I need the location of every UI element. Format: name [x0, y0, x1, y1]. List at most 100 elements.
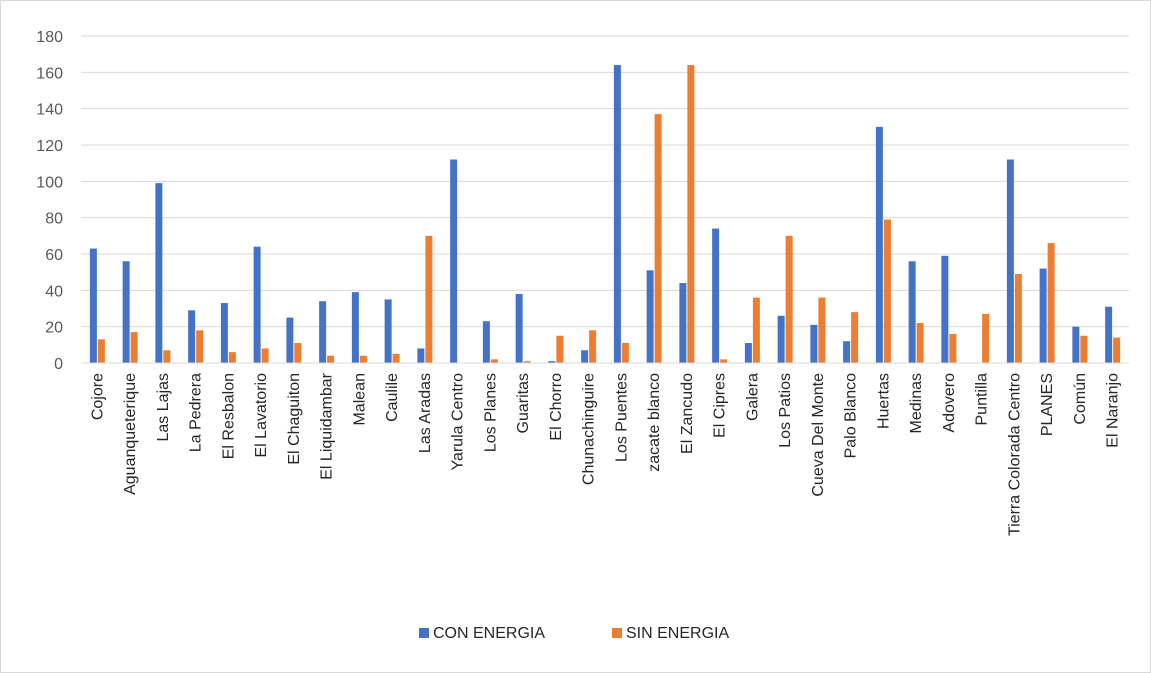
bar: [884, 219, 891, 363]
bar: [589, 330, 596, 363]
bar: [131, 332, 138, 363]
bar: [483, 321, 490, 363]
bar: [425, 236, 432, 363]
bar: [876, 127, 883, 363]
bar: [491, 359, 498, 363]
x-tick-label: Aguanqueterique: [122, 373, 139, 495]
x-tick-label: Los Puentes: [613, 373, 630, 462]
bar: [327, 356, 334, 363]
y-tick-label: 20: [45, 320, 63, 337]
legend-label: SIN ENERGIA: [626, 625, 729, 642]
x-tick-label: El Zancudo: [679, 373, 696, 454]
x-tick-label: Malean: [351, 373, 368, 425]
bar: [1015, 274, 1022, 363]
bar: [753, 298, 760, 363]
legend-item: SIN ENERGIA: [612, 625, 729, 642]
bar: [851, 312, 858, 363]
bar: [254, 247, 261, 363]
bar: [1072, 327, 1079, 363]
bar: [417, 348, 424, 363]
bar: [229, 352, 236, 363]
bar: [286, 318, 293, 363]
bar: [221, 303, 228, 363]
bar: [1048, 243, 1055, 363]
bar: [679, 283, 686, 363]
bar: [818, 298, 825, 363]
bar: [949, 334, 956, 363]
x-tick-label: Las Aradas: [417, 373, 434, 453]
bar: [360, 356, 367, 363]
y-tick-label: 80: [45, 211, 63, 228]
x-tick-label: Caulile: [384, 373, 401, 422]
y-tick-label: 100: [36, 174, 63, 191]
x-tick-label: Medinas: [908, 373, 925, 433]
legend-label: CON ENERGIA: [433, 625, 545, 642]
bar: [385, 299, 392, 363]
x-tick-label: La Pedrera: [188, 373, 205, 452]
gridlines: [81, 36, 1129, 363]
y-tick-label: 120: [36, 138, 63, 155]
bar: [614, 65, 621, 363]
legend-item: CON ENERGIA: [419, 625, 545, 642]
x-tick-label: Los Planes: [482, 373, 499, 452]
legend-swatch: [419, 628, 429, 638]
bar: [98, 339, 105, 363]
bar: [687, 65, 694, 363]
bar: [581, 350, 588, 363]
y-tick-label: 60: [45, 247, 63, 264]
x-tick-label: PLANES: [1039, 373, 1056, 436]
bar: [720, 359, 727, 363]
x-tick-label: Cueva Del Monte: [810, 373, 827, 497]
bar: [982, 314, 989, 363]
x-tick-label: El Naranjo: [1105, 373, 1122, 448]
bar: [352, 292, 359, 363]
y-axis-ticks: 0 20 40 60 80 100 120 140 160 180: [36, 29, 63, 373]
bar: [843, 341, 850, 363]
bar: [1080, 336, 1087, 363]
bar: [294, 343, 301, 363]
bar: [450, 160, 457, 363]
bar: [556, 336, 563, 363]
bar: [393, 354, 400, 363]
bar: [712, 229, 719, 363]
x-tick-label: Puntilla: [974, 373, 991, 426]
x-tick-label: El Chorro: [548, 373, 565, 441]
bar: [155, 183, 162, 363]
bar: [909, 261, 916, 363]
legend-swatch: [612, 628, 622, 638]
bar: [917, 323, 924, 363]
x-tick-label: Chunachinguire: [581, 373, 598, 485]
y-tick-label: 0: [54, 356, 63, 373]
series-sin-energia: [98, 65, 1120, 363]
x-tick-label: Palo Blanco: [843, 373, 860, 458]
bars: [90, 65, 1120, 363]
x-tick-label: Yarula Centro: [450, 373, 467, 471]
bar: [941, 256, 948, 363]
y-tick-label: 160: [36, 65, 63, 82]
x-tick-label: Común: [1072, 373, 1089, 425]
y-tick-label: 40: [45, 283, 63, 300]
x-axis-ticks: Cojore Aguanqueterique Las Lajas La Pedrera…: [89, 372, 1121, 536]
bar: [188, 310, 195, 363]
y-tick-label: 140: [36, 102, 63, 119]
x-tick-label: Huertas: [875, 373, 892, 429]
x-tick-label: El Cipres: [712, 373, 729, 438]
bar: [1113, 338, 1120, 363]
x-tick-label: Tierra Colorada Centro: [1006, 373, 1023, 536]
legend: CON ENERGIA SIN ENERGIA: [419, 625, 729, 642]
x-tick-label: Galera: [744, 373, 761, 421]
bar: [163, 350, 170, 363]
bar: [1007, 160, 1014, 363]
x-tick-label: El Chaguiton: [286, 373, 303, 465]
bar: [262, 348, 269, 363]
bar: [778, 316, 785, 363]
x-tick-label: Las Lajas: [155, 373, 172, 442]
x-tick-label: El Resbalon: [220, 373, 237, 459]
bar: [655, 114, 662, 363]
series-con-energia: [90, 65, 1112, 363]
bar: [745, 343, 752, 363]
bar: [647, 270, 654, 363]
bar: [622, 343, 629, 363]
x-tick-label: El Liquidambar: [319, 372, 336, 479]
